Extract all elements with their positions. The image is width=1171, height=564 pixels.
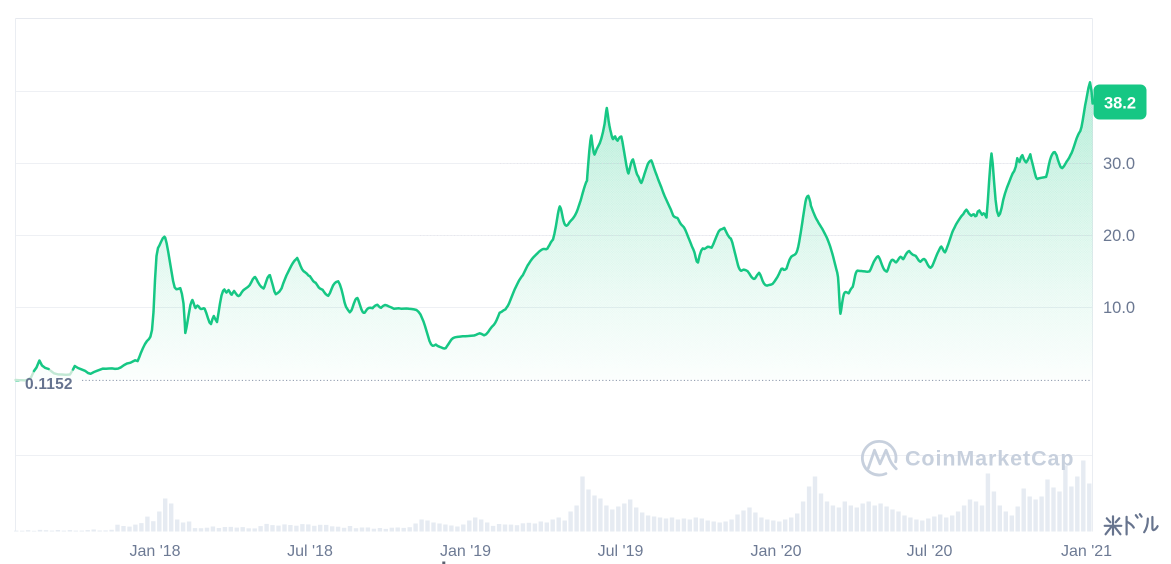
svg-text:Jan '18: Jan '18	[129, 543, 180, 560]
svg-text:Jan '19: Jan '19	[440, 543, 491, 560]
svg-text:0.1152: 0.1152	[25, 376, 73, 393]
svg-text:10.0: 10.0	[1103, 299, 1135, 317]
svg-text:Jul '18: Jul '18	[287, 543, 333, 560]
svg-text:Jan '21: Jan '21	[1061, 543, 1112, 560]
svg-text:38.2: 38.2	[1104, 95, 1136, 113]
svg-text:30.0: 30.0	[1103, 155, 1135, 173]
svg-text:Jul '19: Jul '19	[598, 543, 644, 560]
svg-text:Jul '20: Jul '20	[907, 543, 953, 560]
svg-text:Jan '20: Jan '20	[750, 543, 801, 560]
svg-text:20.0: 20.0	[1103, 227, 1135, 245]
svg-text:CoinMarketCap: CoinMarketCap	[905, 447, 1074, 471]
